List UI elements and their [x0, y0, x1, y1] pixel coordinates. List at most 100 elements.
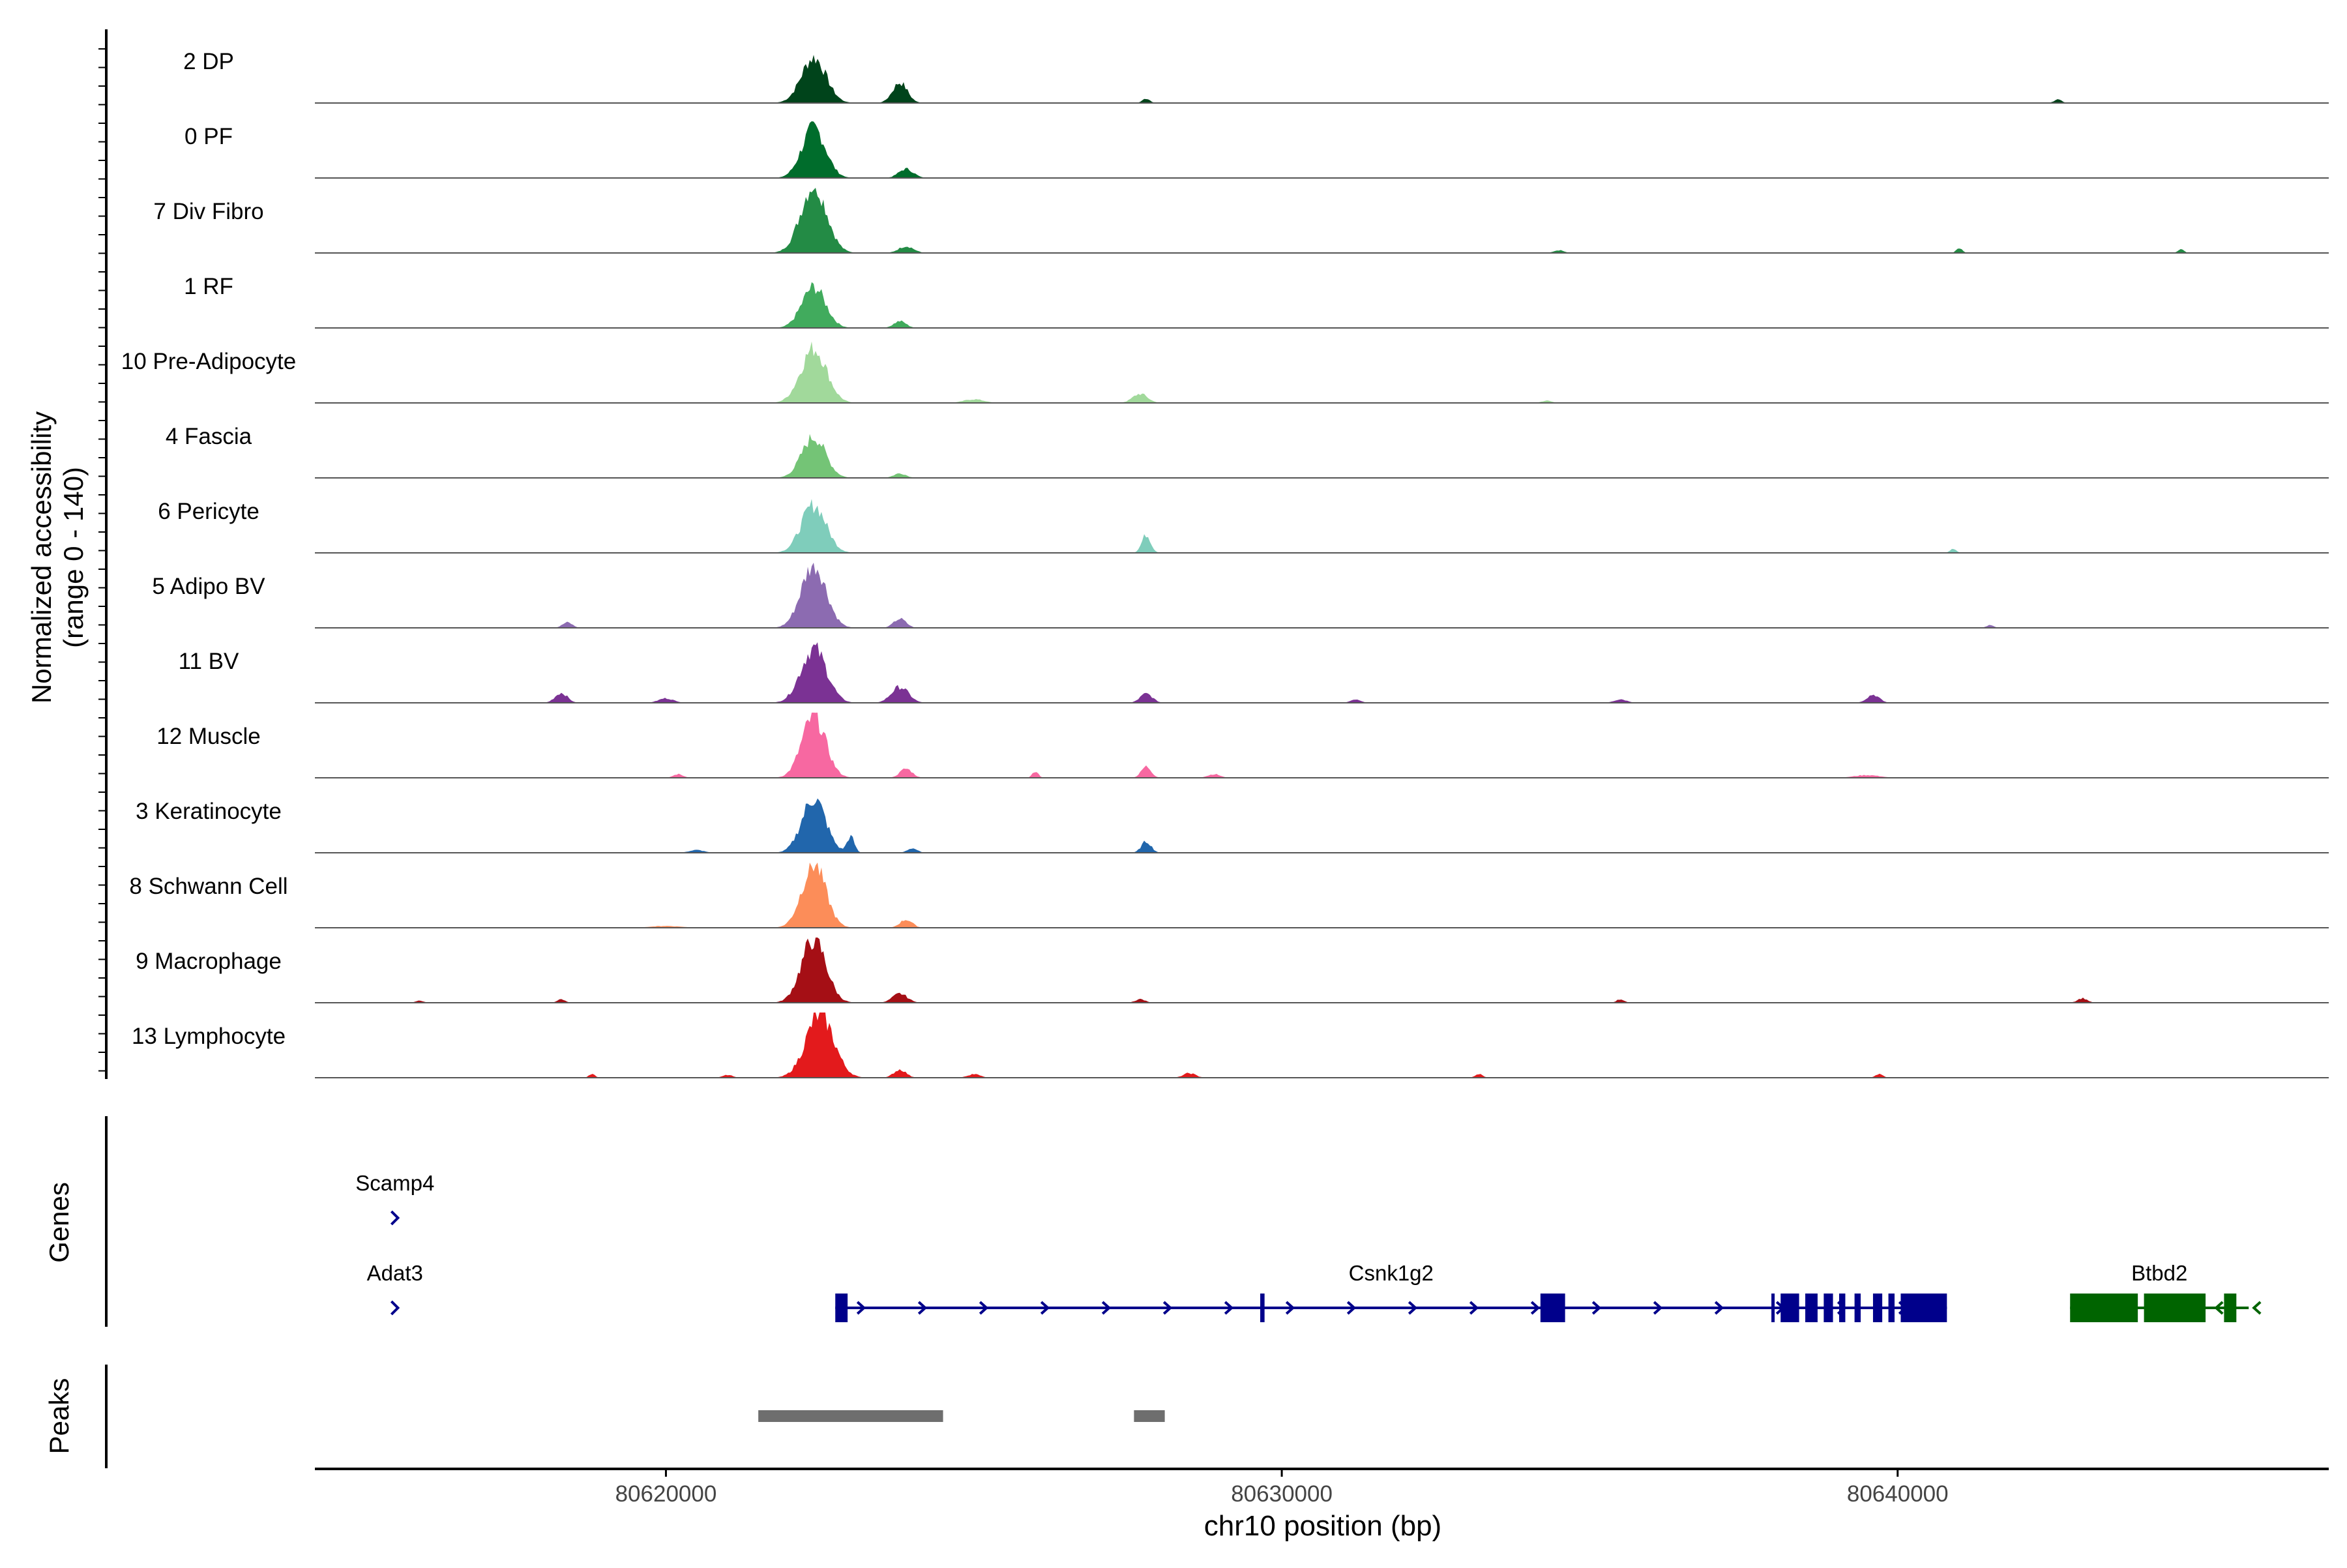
strand-chevron	[1224, 1301, 1234, 1315]
genes-track: Scamp4 Adat3 Csnk1g2 Btbd2	[355, 1171, 2262, 1322]
track-0-pf	[315, 121, 2329, 179]
exon	[1771, 1294, 1775, 1322]
track-5-adipo-bv	[315, 563, 2329, 629]
track-7-div-fibro	[315, 188, 2329, 254]
track-11-bv	[315, 642, 2329, 703]
gene-arrow-adat3	[390, 1300, 400, 1316]
track-label-12-muscle: 12 Muscle	[156, 724, 261, 749]
exon	[1805, 1294, 1818, 1322]
exon	[1888, 1294, 1895, 1322]
x-tick-label: 80630000	[1231, 1481, 1333, 1507]
strand-chevron	[979, 1301, 989, 1315]
genes-track-label: Genes	[44, 1182, 74, 1263]
gene-label-btbd2: Btbd2	[2131, 1261, 2187, 1285]
peaks-track	[758, 1410, 1165, 1422]
strand-chevron	[1530, 1301, 1541, 1315]
strand-chevron	[917, 1301, 928, 1315]
strand-chevron	[1591, 1301, 1602, 1315]
strand-chevron	[1653, 1301, 1663, 1315]
exon	[1854, 1294, 1861, 1322]
exon	[835, 1294, 848, 1322]
strand-chevron	[1408, 1301, 1418, 1315]
track-label-3-keratinocyte: 3 Keratinocyte	[136, 799, 282, 824]
track-label-8-schwann-cell: 8 Schwann Cell	[129, 874, 288, 899]
gene-adat3: Adat3	[367, 1261, 423, 1316]
x-tick-label: 80620000	[615, 1481, 717, 1507]
track-label-1-rf: 1 RF	[184, 274, 233, 299]
track-label-10-pre-adipocyte: 10 Pre-Adipocyte	[121, 349, 296, 374]
gene-csnk1g2: Csnk1g2	[835, 1261, 1947, 1322]
x-axis-label: chr10 position (bp)	[1204, 1510, 1441, 1542]
exon	[2224, 1294, 2237, 1322]
track-13-lymphocyte	[315, 1013, 2329, 1078]
gene-scamp4: Scamp4	[355, 1171, 434, 1226]
coverage-area-1-rf	[315, 282, 2329, 328]
peak-region	[1134, 1410, 1165, 1422]
track-4-fascia	[315, 434, 2329, 479]
coverage-area-4-fascia	[315, 434, 2329, 478]
exon	[1540, 1294, 1565, 1322]
exon	[1823, 1294, 1833, 1322]
y-axis-ticks	[98, 48, 106, 1072]
coverage-area-9-macrophage	[315, 938, 2329, 1003]
exon	[1872, 1294, 1883, 1322]
coverage-area-13-lymphocyte	[315, 1013, 2329, 1078]
exon	[2070, 1294, 2138, 1322]
y-axis-label-line1: Normalized accessibility	[26, 411, 57, 703]
coverage-area-10-pre-adipocyte	[315, 341, 2329, 403]
x-axis-ticks: 80620000 80630000 80640000	[615, 1469, 1949, 1507]
strand-chevron	[1285, 1301, 1295, 1315]
y-axis-label-line2: (range 0 - 140)	[58, 467, 89, 648]
track-1-rf	[315, 282, 2329, 329]
track-label-7-div-fibro: 7 Div Fibro	[153, 199, 263, 224]
track-2-dp	[315, 55, 2329, 104]
track-label-0-pf: 0 PF	[185, 124, 233, 149]
coverage-tracks	[315, 55, 2329, 1078]
coverage-area-6-pericyte	[315, 499, 2329, 553]
exon	[1260, 1294, 1265, 1322]
track-3-keratinocyte	[315, 798, 2329, 853]
strand-chevron	[856, 1301, 866, 1315]
coverage-area-5-adipo-bv	[315, 563, 2329, 628]
coverage-area-0-pf	[315, 121, 2329, 178]
strand-chevron	[1101, 1301, 1112, 1315]
gene-label-csnk1g2: Csnk1g2	[1349, 1261, 1434, 1285]
track-label-11-bv: 11 BV	[179, 649, 239, 674]
exon	[2144, 1294, 2206, 1322]
coverage-area-7-div-fibro	[315, 188, 2329, 253]
track-label-2-dp: 2 DP	[183, 49, 234, 74]
gene-label-scamp4: Scamp4	[355, 1171, 434, 1195]
strand-chevron	[2214, 1301, 2224, 1315]
coverage-area-11-bv	[315, 642, 2329, 703]
exon	[1839, 1294, 1846, 1322]
track-labels: 2 DP 0 PF 7 Div Fibro 1 RF 10 Pre-Adipocyte 4…	[121, 49, 296, 1049]
peak-region	[758, 1410, 943, 1422]
peaks-track-label: Peaks	[44, 1378, 74, 1455]
track-12-muscle	[315, 713, 2329, 778]
coverage-area-3-keratinocyte	[315, 798, 2329, 853]
track-10-pre-adipocyte	[315, 341, 2329, 404]
strand-chevron-end	[2252, 1301, 2262, 1315]
track-label-6-pericyte: 6 Pericyte	[158, 499, 259, 524]
track-label-5-adipo-bv: 5 Adipo BV	[152, 574, 265, 599]
coverage-area-8-schwann-cell	[315, 863, 2329, 928]
track-label-13-lymphocyte: 13 Lymphocyte	[132, 1024, 286, 1049]
coverage-area-12-muscle	[315, 713, 2329, 778]
gene-label-adat3: Adat3	[367, 1261, 423, 1285]
exon	[1900, 1294, 1947, 1322]
coverage-area-2-dp	[315, 55, 2329, 103]
strand-chevron	[1469, 1301, 1479, 1315]
track-label-9-macrophage: 9 Macrophage	[136, 949, 282, 974]
strand-chevron	[1162, 1301, 1173, 1315]
track-label-4-fascia: 4 Fascia	[166, 424, 252, 449]
gene-btbd2: Btbd2	[2070, 1261, 2262, 1322]
gene-arrow-scamp4	[390, 1210, 400, 1226]
x-tick-label: 80640000	[1847, 1481, 1949, 1507]
track-8-schwann-cell	[315, 863, 2329, 928]
strand-chevron	[1040, 1301, 1050, 1315]
track-9-macrophage	[315, 938, 2329, 1003]
exon	[1780, 1294, 1799, 1322]
strand-chevron	[1346, 1301, 1357, 1315]
